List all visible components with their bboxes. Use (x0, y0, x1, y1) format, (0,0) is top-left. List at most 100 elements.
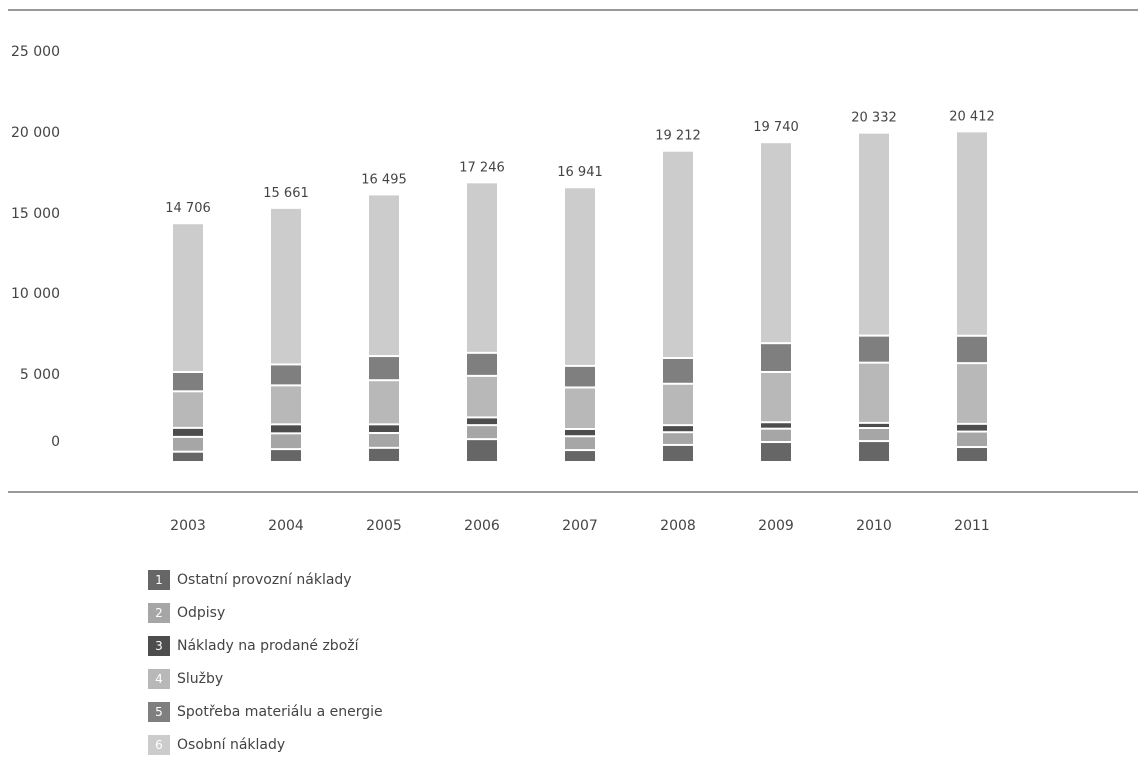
legend-label: Odpisy (177, 605, 226, 621)
legend: 1 Ostatní provozní náklady 2 Odpisy 3 Náklady… (148, 570, 383, 755)
legend-label: Náklady na prodané zboží (177, 638, 359, 654)
bar-segment-6-2004 (271, 208, 301, 364)
bar-segment-1-2004 (271, 450, 301, 461)
bar-segment-4-2005 (369, 381, 399, 424)
total-label: 16 495 (361, 172, 407, 187)
bar-segment-5-2008 (663, 358, 693, 383)
legend-item: 5 Spotřeba materiálu a energie (148, 702, 383, 722)
total-label: 19 740 (753, 120, 799, 135)
bar-segment-1-2009 (761, 443, 791, 461)
bar-segment-2-2007 (565, 437, 595, 450)
bar-segment-6-2006 (467, 183, 497, 352)
bar-segment-5-2004 (271, 365, 301, 385)
bar-segment-6-2008 (663, 151, 693, 357)
x-tick-label: 2009 (758, 518, 794, 534)
bar-segment-5-2006 (467, 353, 497, 375)
x-tick-label: 2007 (562, 518, 598, 534)
legend-swatch: 2 (148, 603, 170, 623)
x-tick-label: 2004 (268, 518, 304, 534)
bar-segment-5-2011 (957, 336, 987, 363)
bar-segment-1-2005 (369, 448, 399, 461)
bar-segment-2-2003 (173, 437, 203, 451)
bar-segment-4-2008 (663, 384, 693, 425)
bar-segment-1-2003 (173, 452, 203, 461)
total-label: 20 332 (851, 111, 897, 126)
bar-segment-4-2007 (565, 388, 595, 428)
bar-segment-3-2008 (663, 426, 693, 432)
legend-label: Ostatní provozní náklady (177, 572, 352, 588)
total-label: 14 706 (165, 201, 211, 216)
legend-swatch: 3 (148, 636, 170, 656)
bar-segment-5-2005 (369, 357, 399, 380)
bar-segment-2-2011 (957, 432, 987, 447)
legend-item: 1 Ostatní provozní náklady (148, 570, 383, 590)
legend-label: Služby (177, 671, 224, 687)
bar-segment-6-2009 (761, 143, 791, 343)
bar-segment-5-2010 (859, 336, 889, 362)
bar-segment-4-2004 (271, 386, 301, 424)
y-tick-label: 20 000 (11, 125, 60, 141)
x-tick-label: 2011 (954, 518, 990, 534)
bar-segment-2-2005 (369, 434, 399, 447)
bar-segment-2-2009 (761, 429, 791, 442)
bar-segment-5-2007 (565, 366, 595, 387)
legend-swatch: 1 (148, 570, 170, 590)
bar-segment-4-2006 (467, 376, 497, 417)
total-label: 16 941 (557, 165, 603, 180)
total-label: 20 412 (949, 109, 995, 124)
bar-segment-3-2011 (957, 424, 987, 431)
bar-segment-3-2009 (761, 423, 791, 428)
legend-item: 3 Náklady na prodané zboží (148, 636, 383, 656)
y-axis: 0 5 000 10 000 15 000 20 000 25 000 (11, 44, 60, 450)
bar-segment-2-2010 (859, 429, 889, 441)
bar-segment-3-2007 (565, 429, 595, 436)
bar-segment-3-2005 (369, 425, 399, 433)
bar-segment-6-2007 (565, 188, 595, 365)
bar-segment-4-2009 (761, 373, 791, 422)
bar-segment-4-2010 (859, 363, 889, 422)
y-tick-label: 10 000 (11, 286, 60, 302)
y-tick-label: 15 000 (11, 206, 60, 222)
bar-segment-1-2011 (957, 448, 987, 461)
bar-segment-3-2010 (859, 423, 889, 428)
x-tick-label: 2003 (170, 518, 206, 534)
total-label: 19 212 (655, 129, 701, 144)
bar-segment-4-2011 (957, 364, 987, 423)
bar-segment-6-2003 (173, 224, 203, 372)
bar-segment-1-2006 (467, 440, 497, 461)
bar-segment-4-2003 (173, 392, 203, 427)
x-axis: 2003 2004 2005 2006 2007 2008 2009 2010 2011 (170, 518, 990, 534)
total-labels: 14 706 15 661 16 495 17 246 16 941 19 212 19 7… (165, 109, 995, 216)
bar-segment-2-2008 (663, 433, 693, 444)
x-tick-label: 2010 (856, 518, 892, 534)
legend-swatch: 4 (148, 669, 170, 689)
total-label: 15 661 (263, 186, 309, 201)
bar-segment-3-2004 (271, 425, 301, 433)
legend-item: 6 Osobní náklady (148, 735, 383, 755)
legend-swatch: 5 (148, 702, 170, 722)
legend-item: 2 Odpisy (148, 603, 383, 623)
y-tick-label: 0 (51, 434, 60, 450)
bar-segment-6-2011 (957, 132, 987, 335)
bar-segment-6-2010 (859, 133, 889, 335)
bars (173, 132, 987, 461)
bar-segment-5-2009 (761, 344, 791, 372)
bar-segment-1-2008 (663, 445, 693, 461)
bar-segment-1-2010 (859, 442, 889, 461)
x-tick-label: 2008 (660, 518, 696, 534)
bar-segment-3-2006 (467, 418, 497, 425)
bar-segment-6-2005 (369, 195, 399, 356)
bar-segment-2-2006 (467, 426, 497, 439)
bar-segment-3-2003 (173, 428, 203, 436)
x-tick-label: 2005 (366, 518, 402, 534)
x-tick-label: 2006 (464, 518, 500, 534)
bar-segment-2-2004 (271, 434, 301, 449)
bar-segment-1-2007 (565, 451, 595, 461)
legend-swatch: 6 (148, 735, 170, 755)
legend-label: Osobní náklady (177, 737, 286, 753)
total-label: 17 246 (459, 160, 505, 175)
bar-segment-5-2003 (173, 373, 203, 391)
legend-item: 4 Služby (148, 669, 383, 689)
legend-label: Spotřeba materiálu a energie (177, 704, 383, 720)
y-tick-label: 25 000 (11, 44, 60, 60)
